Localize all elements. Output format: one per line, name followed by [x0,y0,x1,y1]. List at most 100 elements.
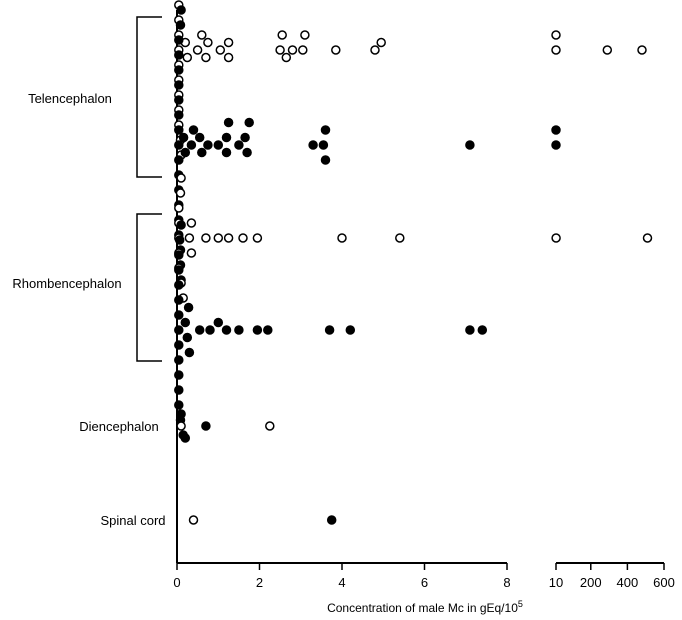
point-rhombencephalon-filled-23 [234,325,244,335]
point-telencephalon-filled-5 [174,95,184,105]
x-tick-label-200: 200 [580,575,602,590]
point-rhombencephalon-filled-29 [477,325,488,335]
point-telencephalon-filled-26 [213,140,224,150]
point-rhombencephalon-filled-13 [176,220,186,230]
point-rhombencephalon-filled-16 [182,332,193,343]
point-rhombencephalon-open-17 [337,233,347,243]
point-telencephalon-filled-1 [174,125,184,135]
category-label-rhombencephalon: Rhombencephalon [12,276,121,291]
point-telencephalon-open-33 [376,37,386,48]
point-telencephalon-filled-40 [551,125,561,135]
point-telencephalon-filled-39 [551,140,561,150]
point-rhombencephalon-open-12 [201,233,211,243]
x-tick-label-400: 400 [617,575,639,590]
point-diencephalon-filled-1 [180,433,191,443]
point-telencephalon-open-28 [287,45,298,55]
point-telencephalon-open-32 [370,45,380,55]
point-spinal-cord-filled-0 [326,515,337,525]
x-tick-label-6: 6 [421,575,428,590]
point-telencephalon-filled-22 [188,125,199,135]
point-telencephalon-filled-30 [234,140,244,150]
point-rhombencephalon-filled-11 [174,235,185,245]
point-rhombencephalon-filled-10 [174,400,184,410]
point-telencephalon-filled-31 [240,132,250,143]
category-label-diencephalon: Diencephalon [79,419,159,434]
point-telencephalon-filled-37 [320,155,331,165]
point-telencephalon-filled-3 [174,110,184,120]
point-telencephalon-open-18 [192,45,203,55]
point-telencephalon-filled-17 [176,5,186,15]
point-rhombencephalon-filled-27 [345,325,356,335]
point-telencephalon-filled-7 [174,80,184,90]
point-diencephalon-filled-2 [201,421,211,431]
point-telencephalon-open-29 [298,45,308,55]
point-rhombencephalon-filled-15 [180,317,191,328]
point-rhombencephalon-open-15 [238,233,248,243]
point-telencephalon-filled-11 [174,50,184,60]
data-points [174,0,653,525]
point-telencephalon-open-17 [182,52,193,63]
point-rhombencephalon-filled-3 [174,295,184,305]
point-rhombencephalon-filled-8 [174,385,184,395]
point-rhombencephalon-filled-5 [174,280,184,290]
x-tick-label-2: 2 [256,575,263,590]
point-rhombencephalon-open-10 [186,218,197,228]
point-rhombencephalon-filled-24 [252,325,263,335]
point-rhombencephalon-filled-17 [183,302,194,313]
point-rhombencephalon-open-3 [174,203,184,213]
point-telencephalon-open-27 [281,52,292,63]
point-telencephalon-open-35 [551,30,561,40]
point-rhombencephalon-filled-28 [465,325,475,335]
point-rhombencephalon-open-18 [395,233,405,243]
point-telencephalon-filled-28 [221,147,232,158]
point-telencephalon-open-22 [215,45,226,55]
point-telencephalon-open-30 [300,30,310,40]
point-rhombencephalon-open-16 [252,233,263,243]
point-rhombencephalon-filled-9 [174,250,184,260]
point-telencephalon-filled-29 [223,117,234,128]
point-rhombencephalon-filled-0 [174,325,184,335]
point-rhombencephalon-filled-18 [184,347,195,358]
point-rhombencephalon-open-20 [642,233,653,243]
point-telencephalon-filled-35 [318,140,329,150]
point-telencephalon-filled-9 [174,65,184,75]
point-telencephalon-filled-38 [465,140,475,150]
point-diencephalon-filled-0 [176,409,186,419]
point-rhombencephalon-open-19 [551,233,561,243]
category-brackets [136,16,162,362]
point-rhombencephalon-filled-2 [174,340,184,350]
point-telencephalon-filled-32 [242,147,252,158]
category-label-spinal-cord: Spinal cord [100,513,165,528]
point-telencephalon-filled-27 [221,132,232,143]
bracket-telencephalon [136,16,162,178]
x-axis-title: Concentration of male Mc in gEq/105 [327,599,523,615]
point-telencephalon-filled-2 [174,155,184,165]
point-rhombencephalon-filled-20 [205,325,215,335]
point-spinal-cord-open-0 [188,515,199,525]
x-axis-title-superscript: 5 [518,599,523,609]
point-telencephalon-filled-25 [203,140,213,150]
axes: 0 2 4 6 8 10 200 400 600 [173,10,675,590]
x-tick-label-0: 0 [173,575,180,590]
point-rhombencephalon-open-14 [223,233,234,243]
point-telencephalon-filled-13 [174,35,184,45]
point-telencephalon-filled-24 [197,147,207,158]
point-telencephalon-filled-15 [175,20,186,30]
point-rhombencephalon-filled-21 [213,317,224,328]
point-telencephalon-filled-0 [174,140,184,150]
point-diencephalon-open-1 [265,421,275,431]
point-telencephalon-open-34 [551,45,561,55]
point-telencephalon-open-20 [201,52,211,63]
point-telencephalon-open-25 [275,45,285,55]
point-rhombencephalon-open-7 [176,173,186,183]
x-tick-label-8: 8 [503,575,510,590]
point-telencephalon-open-19 [197,30,207,40]
point-rhombencephalon-filled-7 [174,265,184,275]
point-rhombencephalon-filled-25 [263,325,273,335]
point-rhombencephalon-filled-19 [194,325,205,335]
point-rhombencephalon-open-5 [175,188,186,198]
point-telencephalon-open-24 [223,52,234,63]
point-telencephalon-filled-20 [180,147,191,158]
point-rhombencephalon-filled-26 [324,325,335,335]
point-telencephalon-filled-21 [186,140,197,150]
